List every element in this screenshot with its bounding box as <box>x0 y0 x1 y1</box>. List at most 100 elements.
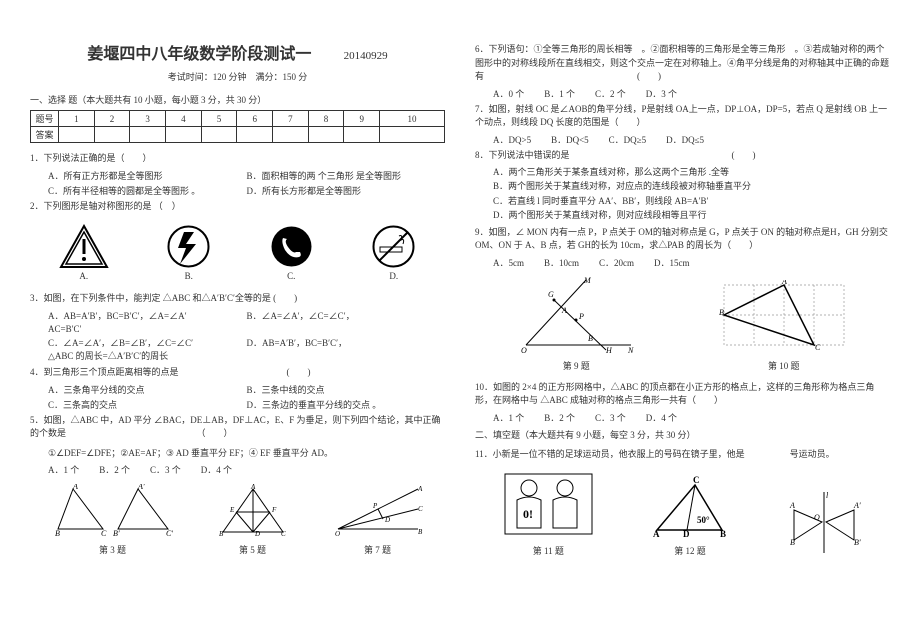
fig-q12: A B C D 50° 第 12 题 <box>647 475 732 557</box>
svg-text:O: O <box>814 513 820 522</box>
ans-cell <box>308 127 344 143</box>
opt-b: B．10cm <box>544 256 579 269</box>
svg-text:A: A <box>653 529 660 539</box>
section1-head: 一、选择 题（本大题共有 10 小题，每小题 3 分，共 30 分） <box>30 93 445 106</box>
caption: 第 9 题 <box>516 359 636 372</box>
caption: 第 10 题 <box>719 359 849 372</box>
opt-d: D．4 个 <box>201 463 232 476</box>
col-num: 7 <box>273 111 309 127</box>
opt-d: D．AB=A′B′，BC=B′C′， <box>247 336 446 349</box>
opt-c: C．2 个 <box>595 87 626 100</box>
opt-b: B．两个图形关于某直线对称，对应点的连线段被对称轴垂直平分 <box>493 179 890 193</box>
fig-extra: A A′ O B B′ l <box>784 490 864 557</box>
caption: 第 5 题 <box>218 543 288 556</box>
ans-cell <box>201 127 237 143</box>
q9-stem: 9．如图，∠ MON 内有一点 P，P 点关于 OM的轴对称点是 G，P 点关于… <box>475 226 890 253</box>
no-smoking-icon <box>371 224 416 269</box>
q9-options: A．5cm B．10cm C．20cm D．15cm <box>493 256 890 269</box>
svg-text:C: C <box>101 529 107 538</box>
icon-label: D. <box>389 271 398 281</box>
right-column: 6．下列语句：①全等三角形的周长相等 。②面积相等的三角形是全等三角形 。③若成… <box>475 40 890 617</box>
opt-d: D．DQ≤5 <box>666 133 704 146</box>
phone-circle-icon <box>269 224 314 269</box>
left-column: 姜堰四中八年级数学阶段测试一 20140929 考试时间：120 分钟 满分：1… <box>30 40 445 617</box>
svg-text:O: O <box>335 530 340 538</box>
q4-options: A．三条角平分线的交点 B．三条中线的交点 C．三条高的交点 D．三条边的垂直平… <box>48 383 445 411</box>
svg-text:50°: 50° <box>697 515 710 525</box>
svg-text:A: A <box>417 485 423 493</box>
opt-d: D．三条边的垂直平分线的交点 。 <box>247 398 446 411</box>
opt-c: C．20cm <box>599 256 634 269</box>
ans-cell <box>130 127 166 143</box>
title-row: 姜堰四中八年级数学阶段测试一 20140929 <box>30 40 445 64</box>
opt-d: D．两个图形关于某直线对称，则对应线段相等且平行 <box>493 208 890 222</box>
opt-a: A．0 个 <box>493 87 524 100</box>
svg-text:C′: C′ <box>166 529 173 538</box>
q7-options: A．DQ>5 B．DQ<5 C．DQ≥5 D．DQ≤5 <box>493 133 890 146</box>
q4-stem: 4．到三角形三个顶点距离相等的点是 ( ) <box>30 366 445 380</box>
fig-q7: O A P D C B 第 7 题 <box>333 484 423 556</box>
opt-c: C．3 个 <box>595 411 626 424</box>
opt-c: C．所有半径相等的圆都是全等图形 。 <box>48 184 247 197</box>
q8-options: A．两个三角形关于某条直线对称，那么这两个三角形 .全等 B．两个图形关于某直线… <box>493 165 890 223</box>
mid-figures: O M N G P A B H 第 9 题 A <box>475 275 890 372</box>
caption: 第 12 题 <box>647 544 732 557</box>
svg-text:C: C <box>693 475 700 485</box>
svg-text:A: A <box>781 280 787 286</box>
svg-text:B: B <box>219 530 224 538</box>
svg-text:0!: 0! <box>523 507 533 521</box>
svg-text:B: B <box>418 528 423 536</box>
reflection-diagram-icon: A A′ O B B′ l <box>784 490 864 555</box>
angle-reflection-icon: O M N G P A B H <box>516 275 636 355</box>
q7-stem: 7．如图，射线 OC 是∠AOB的角平分线，P是射线 OA上一点，DP⊥OA，D… <box>475 103 890 130</box>
fig-q9: O M N G P A B H 第 9 题 <box>516 275 636 372</box>
q5-line2: ①∠DEF=∠DFE；②AE=AF；③ AD 垂直平分 EF；④ EF 垂直平分… <box>48 447 445 461</box>
opt-c: C．DQ≥5 <box>609 133 646 146</box>
opt-a: A．1 个 <box>48 463 79 476</box>
svg-text:N: N <box>627 346 634 355</box>
opt-c: C．3 个 <box>150 463 181 476</box>
opt-c: C．∠A=∠A′，∠B=∠B′，∠C=∠C′ <box>48 336 247 349</box>
fig-q10: A B C 第 10 题 <box>719 280 849 372</box>
opt-b: B．2 个 <box>544 411 575 424</box>
row-label: 答案 <box>31 127 59 143</box>
q6-options: A．0 个 B．1 个 C．2 个 D．3 个 <box>493 87 890 100</box>
opt-b: B．面积相等的两 个三角形 是全等图形 <box>247 169 446 182</box>
ans-cell <box>166 127 202 143</box>
opt-b: B．三条中线的交点 <box>247 383 446 396</box>
ans-cell <box>344 127 380 143</box>
table-row: 答案 <box>31 127 445 143</box>
exam-title: 姜堰四中八年级数学阶段测试一 <box>87 46 311 63</box>
row-label: 题号 <box>31 111 59 127</box>
opt-b: B．2 个 <box>99 463 130 476</box>
svg-text:A: A <box>72 484 78 491</box>
two-triangles-icon: A B C A′ B′ C′ <box>53 484 173 539</box>
exam-date: 20140929 <box>344 50 388 62</box>
opt-a: A．1 个 <box>493 411 524 424</box>
q2-stem: 2．下列图形是轴对称图形的是 （ ） <box>30 200 445 214</box>
svg-text:D: D <box>683 529 690 539</box>
svg-text:G: G <box>548 290 554 299</box>
ans-cell <box>273 127 309 143</box>
q3-options2: C．∠A=∠A′，∠B=∠B′，∠C=∠C′ D．AB=A′B′，BC=B′C′… <box>48 336 445 349</box>
fig-q5: A B C E F D 第 5 题 <box>218 484 288 556</box>
fig-q11: 0! 第 11 题 <box>501 470 596 557</box>
svg-text:O: O <box>521 346 527 355</box>
svg-text:C: C <box>281 530 286 538</box>
opt-d: D．3 个 <box>646 87 677 100</box>
q3-d2: △ABC 的周长=△A′B′C′的周长 <box>48 349 445 363</box>
svg-text:A′: A′ <box>853 501 861 510</box>
svg-text:B′: B′ <box>113 529 120 538</box>
svg-text:P: P <box>578 312 584 321</box>
svg-text:D: D <box>254 530 260 538</box>
mirror-jersey-icon: 0! <box>501 470 596 540</box>
section2-head: 二、填空题（本大题共有 9 小题，每空 3 分，共 30 分） <box>475 428 890 441</box>
opt-b: B．∠A=∠A′，∠C=∠C′， <box>247 309 446 322</box>
col-num: 4 <box>166 111 202 127</box>
caption: 第 11 题 <box>501 544 596 557</box>
q5-stem: 5．如图，△ABC 中，AD 平分 ∠BAC，DE⊥AB，DF⊥AC，E、F 为… <box>30 414 445 441</box>
bottom-figures: A B C A′ B′ C′ 第 3 题 A B C E F <box>30 484 445 556</box>
svg-text:F: F <box>271 506 277 514</box>
ans-cell <box>59 127 95 143</box>
q11-stem: 11．小新是一位不错的足球运动员，他衣服上的号码在镜子里，他是 号运动员。 <box>475 448 890 462</box>
